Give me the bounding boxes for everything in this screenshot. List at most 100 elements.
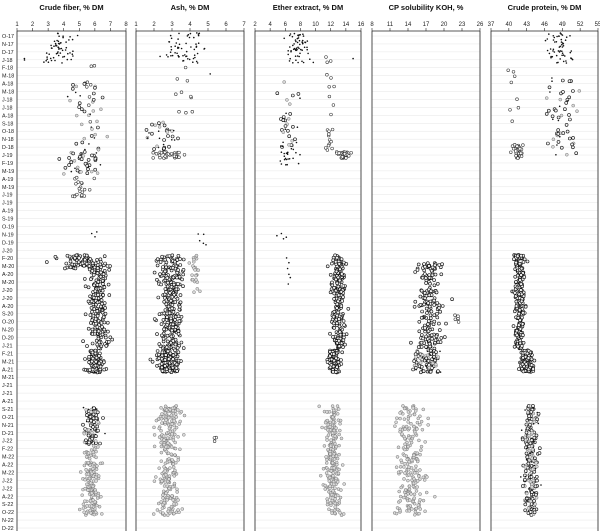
month-tick-label: J-20 <box>2 296 13 302</box>
data-point <box>524 442 529 446</box>
data-point <box>412 412 417 417</box>
data-point <box>324 455 328 459</box>
data-point <box>340 350 345 355</box>
x-tick-label: 2 <box>152 22 156 28</box>
data-point <box>575 109 579 113</box>
data-point <box>93 86 97 90</box>
data-point <box>404 424 409 429</box>
data-point <box>298 55 301 58</box>
data-point <box>192 61 194 63</box>
data-point <box>433 263 437 268</box>
data-point <box>93 132 97 137</box>
data-point <box>523 502 528 507</box>
panel-title: CP solubility KOH, % <box>389 3 464 12</box>
data-point <box>421 369 426 374</box>
data-point <box>95 300 100 305</box>
data-point <box>195 287 200 291</box>
data-point <box>302 35 305 37</box>
data-point <box>524 362 529 366</box>
series-points <box>506 32 582 517</box>
x-tick-label: 7 <box>242 22 246 28</box>
data-point <box>421 407 426 412</box>
data-point <box>170 494 174 498</box>
data-point <box>567 95 572 100</box>
data-point <box>412 477 416 481</box>
data-point <box>325 60 329 64</box>
month-tick-label: M-18 <box>2 74 14 80</box>
data-point <box>158 272 162 277</box>
data-point <box>558 97 563 102</box>
data-point <box>551 55 554 58</box>
data-point <box>528 441 533 446</box>
data-point <box>102 285 107 290</box>
data-point <box>337 151 341 155</box>
data-point <box>179 314 184 319</box>
data-point <box>92 295 96 300</box>
data-point <box>92 91 96 96</box>
data-point <box>517 308 522 312</box>
data-point <box>438 340 443 344</box>
data-point <box>60 42 62 44</box>
data-point <box>421 498 426 503</box>
data-point <box>85 482 89 487</box>
data-point <box>577 89 582 93</box>
data-point <box>64 49 67 51</box>
data-point <box>287 50 290 52</box>
data-point <box>195 60 198 63</box>
data-point <box>157 125 162 129</box>
data-point <box>91 416 96 421</box>
data-point <box>90 491 94 495</box>
data-point <box>340 299 345 303</box>
data-point <box>434 362 438 367</box>
data-point <box>177 38 179 40</box>
data-point <box>418 477 422 481</box>
data-point <box>329 112 333 117</box>
data-point <box>404 493 408 497</box>
data-point <box>152 479 157 483</box>
data-point <box>193 48 196 51</box>
x-tick-label: 26 <box>477 22 484 28</box>
data-point <box>527 510 530 512</box>
data-point <box>86 451 91 455</box>
data-point <box>282 141 284 144</box>
data-point <box>335 321 339 326</box>
data-point <box>334 277 338 282</box>
data-point <box>444 321 448 326</box>
data-point <box>418 302 423 307</box>
data-point <box>339 290 344 294</box>
data-point <box>154 475 158 479</box>
month-tick-label: M-18 <box>2 90 14 96</box>
data-point <box>94 236 96 238</box>
x-tick-label: 4 <box>62 22 66 28</box>
data-point <box>325 148 330 152</box>
data-point <box>174 287 179 292</box>
data-point <box>81 506 86 510</box>
data-point <box>166 304 171 309</box>
data-point <box>522 257 527 262</box>
data-point <box>300 48 302 51</box>
data-point <box>155 277 159 282</box>
data-point <box>329 438 333 442</box>
data-point <box>306 40 309 42</box>
month-tick-label: A-19 <box>2 177 13 183</box>
data-point <box>331 420 336 424</box>
data-point <box>402 406 407 411</box>
data-point <box>93 348 98 353</box>
data-point <box>558 105 561 108</box>
data-point <box>426 360 428 363</box>
data-point <box>415 479 420 483</box>
data-point <box>172 481 177 486</box>
data-point <box>340 463 345 467</box>
data-point <box>171 339 175 343</box>
series-points <box>392 261 461 517</box>
x-tick-label: 16 <box>358 22 365 28</box>
data-point <box>61 62 63 64</box>
data-point <box>178 32 180 35</box>
data-point <box>289 46 291 48</box>
data-point <box>85 443 87 445</box>
data-point <box>301 39 304 42</box>
data-point <box>296 92 301 96</box>
data-point <box>177 319 182 323</box>
data-point <box>332 297 336 301</box>
data-point <box>407 487 412 492</box>
